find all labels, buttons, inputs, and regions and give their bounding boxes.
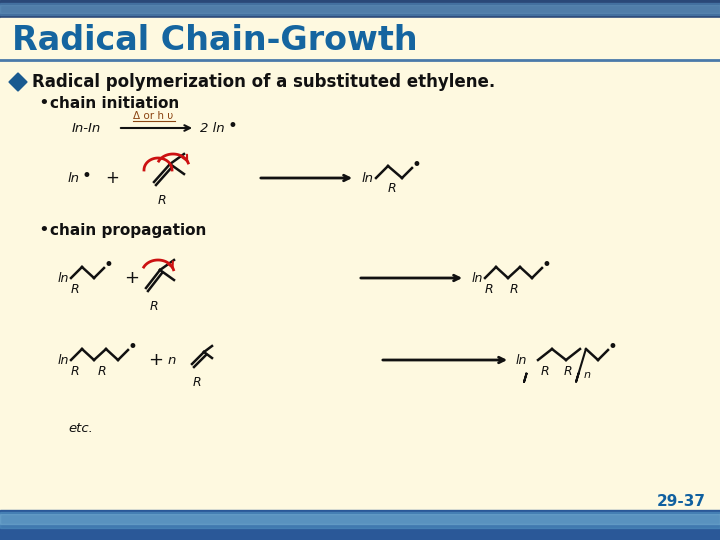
Text: ln: ln [68, 172, 80, 185]
Bar [0, 3, 720, 15]
Text: •: • [542, 256, 552, 274]
Text: R: R [564, 365, 572, 378]
Text: R: R [387, 182, 396, 195]
Bar [0, 510, 720, 540]
Text: •: • [227, 117, 237, 135]
Text: n: n [168, 354, 176, 367]
Text: n: n [584, 370, 591, 380]
Bar [0, 0, 720, 18]
Text: +: + [105, 169, 119, 187]
Text: R: R [193, 376, 202, 389]
Text: •: • [104, 256, 114, 274]
Bar [0, 512, 720, 528]
Text: ln: ln [58, 272, 69, 285]
Bar [0, 60, 720, 510]
Text: ln: ln [58, 354, 69, 367]
Text: •: • [608, 338, 618, 356]
Text: chain initiation: chain initiation [50, 96, 179, 111]
Text: R: R [98, 365, 107, 378]
Text: •: • [82, 167, 92, 185]
Text: ln: ln [516, 354, 527, 367]
Text: R: R [150, 300, 158, 313]
Text: R: R [158, 194, 166, 207]
Text: R: R [541, 365, 549, 378]
Text: R: R [510, 283, 518, 296]
Text: R: R [485, 283, 493, 296]
Text: •: • [38, 221, 49, 239]
Text: +: + [124, 269, 139, 287]
Bar [0, 514, 720, 524]
Text: Radical Chain-Growth: Radical Chain-Growth [12, 24, 418, 57]
Text: 2 ln: 2 ln [200, 122, 225, 134]
Text: 29-37: 29-37 [657, 495, 706, 510]
Text: Radical polymerization of a substituted ethylene.: Radical polymerization of a substituted … [32, 73, 495, 91]
Text: ln: ln [362, 172, 374, 185]
Text: •: • [412, 156, 422, 174]
Text: In-In: In-In [72, 122, 102, 134]
Text: etc.: etc. [68, 422, 93, 435]
Text: Δ or h υ: Δ or h υ [133, 111, 174, 121]
Polygon shape [9, 73, 27, 91]
Text: •: • [128, 338, 138, 356]
Bar [0, 18, 720, 60]
Text: ln: ln [472, 272, 483, 285]
Text: R: R [71, 283, 79, 296]
Text: R: R [71, 365, 79, 378]
Text: +: + [148, 351, 163, 369]
Bar [0, 5, 720, 13]
Text: •: • [38, 94, 49, 112]
Text: chain propagation: chain propagation [50, 222, 207, 238]
